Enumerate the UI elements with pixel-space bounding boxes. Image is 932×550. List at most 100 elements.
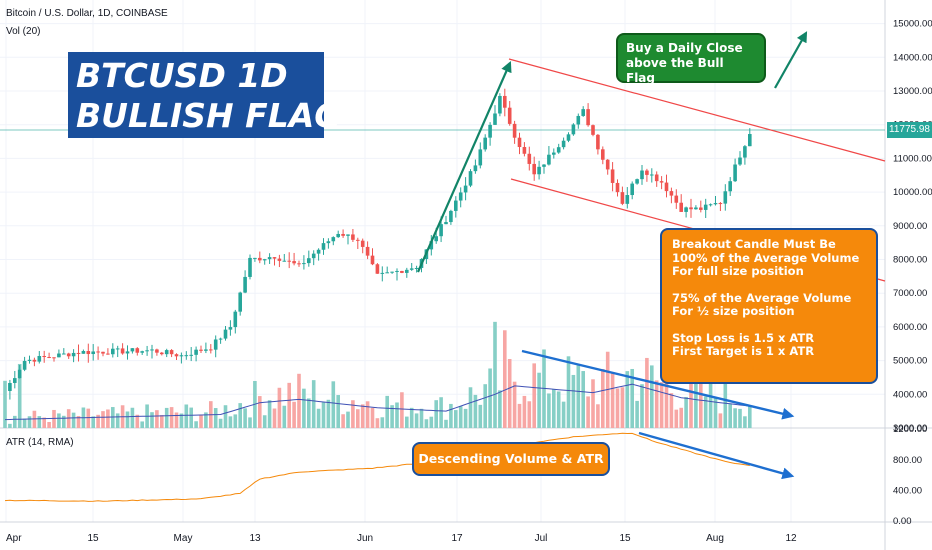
rule-line: For ½ size position bbox=[672, 304, 795, 318]
candle-body bbox=[674, 195, 679, 203]
candle-body bbox=[458, 192, 463, 201]
volume-bar bbox=[111, 407, 115, 428]
candle-body bbox=[547, 154, 551, 165]
candle-body bbox=[444, 222, 448, 225]
trade-rules-annotation: Breakout Candle Must Be 100% of the Aver… bbox=[660, 228, 878, 384]
candle-body bbox=[62, 353, 66, 355]
candle-body bbox=[743, 146, 747, 158]
volume-bar bbox=[331, 381, 336, 428]
volume-bar bbox=[615, 388, 620, 428]
volume-bar bbox=[287, 382, 291, 428]
candle-body bbox=[654, 174, 659, 182]
volume-bar bbox=[664, 379, 669, 428]
candle-body bbox=[37, 356, 42, 362]
candle-body bbox=[115, 348, 120, 350]
volume-bar bbox=[488, 368, 492, 428]
candle-body bbox=[101, 351, 105, 354]
candle-body bbox=[71, 352, 76, 357]
volume-bar bbox=[493, 321, 497, 428]
candle-body bbox=[130, 348, 135, 352]
volume-bar bbox=[650, 365, 654, 428]
volume-bar bbox=[351, 400, 355, 428]
volume-bar bbox=[723, 382, 728, 428]
candle-body bbox=[503, 95, 507, 108]
candle-body bbox=[527, 153, 532, 164]
volume-bar bbox=[434, 400, 438, 428]
title-line-2: BULLISH FLAG bbox=[76, 96, 342, 135]
candle-body bbox=[272, 257, 277, 259]
price-axis-tick-label: 11000.00 bbox=[893, 153, 932, 164]
candle-body bbox=[169, 350, 174, 355]
candle-body bbox=[253, 257, 257, 259]
volume-bar bbox=[728, 404, 732, 428]
volume-bar bbox=[689, 372, 693, 428]
volume-bar bbox=[17, 363, 22, 428]
candle-body bbox=[248, 257, 252, 277]
volume-bar bbox=[390, 405, 394, 428]
candle-body bbox=[66, 353, 71, 357]
volume-bar bbox=[155, 410, 159, 428]
volume-bar bbox=[659, 382, 664, 428]
candle-body bbox=[708, 204, 713, 206]
volume-bar bbox=[292, 401, 296, 428]
candle-body bbox=[22, 360, 27, 370]
candle-body bbox=[532, 163, 536, 175]
time-axis-tick-label: 15 bbox=[619, 533, 631, 544]
volume-bar bbox=[130, 407, 135, 428]
volume-bar bbox=[512, 381, 517, 428]
volume-bar bbox=[169, 407, 174, 428]
price-axis-tick-label: 5000.00 bbox=[893, 356, 927, 367]
rule-line: Breakout Candle Must Be bbox=[672, 237, 836, 251]
candle-body bbox=[400, 270, 404, 273]
volume-bar bbox=[537, 372, 541, 428]
volume-bar bbox=[218, 418, 223, 428]
volume-bar bbox=[385, 395, 389, 428]
volume-bar bbox=[135, 414, 140, 428]
candle-body bbox=[111, 348, 115, 355]
candle-body bbox=[150, 349, 154, 351]
volume-bar bbox=[556, 391, 561, 428]
volume-bar bbox=[630, 368, 634, 428]
candle-body bbox=[581, 109, 585, 116]
candle-body bbox=[640, 170, 644, 180]
candle-body bbox=[601, 149, 605, 160]
volume-bar bbox=[164, 407, 169, 428]
volume-bar bbox=[365, 401, 370, 428]
volume-bar bbox=[238, 403, 242, 428]
candle-body bbox=[439, 224, 443, 237]
candle-body bbox=[517, 137, 522, 148]
time-axis-tick-label: Aug bbox=[706, 533, 724, 544]
volume-bar bbox=[341, 414, 345, 428]
atr-indicator-label: ATR (14, RMA) bbox=[6, 437, 74, 448]
candle-body bbox=[537, 166, 541, 175]
volume-bar bbox=[228, 416, 233, 428]
candle-body bbox=[591, 125, 595, 135]
volume-bar bbox=[277, 387, 282, 428]
atr-axis-tick-label: 1200.00 bbox=[893, 424, 927, 435]
volume-bar bbox=[640, 384, 644, 428]
volume-bar bbox=[150, 412, 154, 428]
descending-atr-arrow bbox=[638, 431, 795, 480]
price-axis-tick-label: 3000.00 bbox=[893, 423, 927, 434]
volume-bar bbox=[125, 411, 130, 428]
candle-body bbox=[375, 264, 380, 274]
chart-symbol-label: Bitcoin / U.S. Dollar, 1D, COINBASE bbox=[6, 8, 168, 19]
volume-bar bbox=[326, 399, 331, 428]
rule-line: 100% of the Average Volume bbox=[672, 250, 860, 265]
candle-body bbox=[542, 164, 546, 167]
candle-body bbox=[292, 261, 296, 264]
candle-body bbox=[184, 355, 189, 357]
volume-bar bbox=[400, 392, 404, 428]
candle-body bbox=[13, 378, 17, 383]
chart-title-annotation: BTCUSD 1D BULLISH FLAG bbox=[68, 52, 342, 138]
candle-body bbox=[321, 243, 326, 250]
volume-bar bbox=[517, 403, 522, 428]
buy-line-1: Buy a Daily Close bbox=[626, 41, 743, 55]
candle-body bbox=[145, 350, 149, 352]
candle-body bbox=[684, 207, 688, 212]
volume-bar bbox=[272, 408, 277, 428]
candle-body bbox=[556, 147, 561, 153]
volume-bar bbox=[429, 416, 434, 428]
candle-body bbox=[57, 353, 61, 358]
